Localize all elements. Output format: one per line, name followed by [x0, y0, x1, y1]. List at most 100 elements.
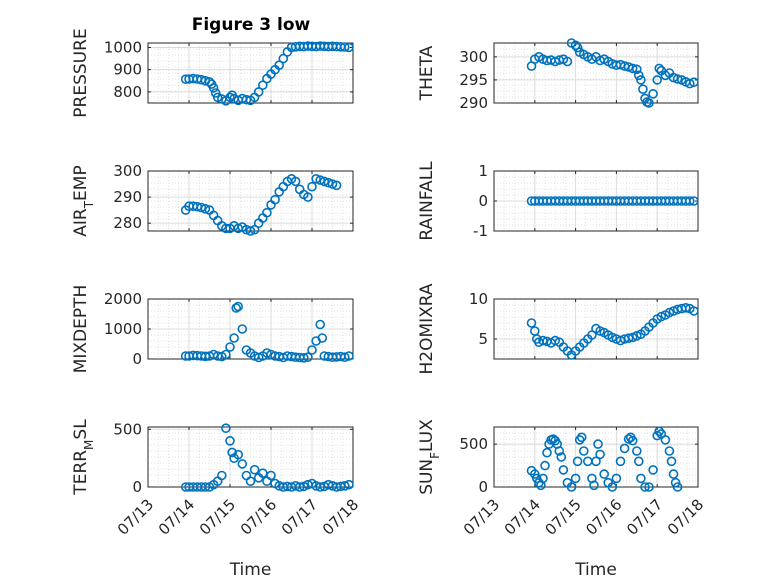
y-axis-label-main: PRESSURE — [71, 28, 91, 117]
y-tick-label: 1 — [478, 162, 488, 180]
data-point — [664, 446, 675, 456]
x-tick-label: 07/18 — [664, 495, 707, 538]
data-point — [684, 78, 695, 89]
y-tick-label: -1 — [473, 222, 488, 240]
data-point — [538, 473, 548, 484]
y-axis-label: PRESSURE — [71, 28, 91, 117]
data-point — [331, 180, 342, 191]
data-point — [578, 446, 589, 456]
y-tick-label: 290 — [459, 94, 488, 112]
y-tick-label: 295 — [459, 71, 488, 89]
y-tick-label: 0 — [478, 478, 488, 496]
data-point — [221, 423, 231, 434]
data-point — [221, 223, 231, 234]
y-tick-label: 290 — [113, 188, 142, 206]
y-axis-label: MIXDEPTH — [71, 285, 91, 374]
subplot-sunflux: 0 500 SUNFLUX 07/1307/1407/1507/1607/1707/1… — [417, 419, 707, 580]
y-axis-label-main: RAINFALL — [417, 161, 437, 241]
x-tick-label: 07/14 — [501, 495, 544, 538]
data-point — [229, 333, 239, 343]
axes-box — [493, 298, 699, 360]
data-point — [315, 319, 326, 330]
data-point — [253, 87, 264, 97]
subplot-h2omixra: 5 10 H2OMIXRA — [417, 283, 699, 375]
data-point — [344, 42, 354, 53]
x-tick-label: 07/13 — [460, 495, 503, 538]
data-series-pressure — [180, 41, 354, 106]
y-tick-label: 0 — [132, 478, 142, 496]
data-point — [636, 473, 646, 484]
axes-box — [147, 42, 354, 104]
data-point — [237, 459, 248, 469]
data-point — [576, 432, 587, 443]
data-point — [680, 302, 691, 313]
data-point — [654, 63, 665, 74]
data-series-terrmsl — [180, 423, 354, 492]
data-point — [200, 204, 211, 214]
data-point — [668, 469, 679, 479]
data-point — [611, 473, 622, 484]
data-series-sunflux — [526, 426, 683, 492]
data-point — [249, 224, 260, 235]
y-axis-label-main: MIXDEPTH — [71, 285, 91, 374]
data-point — [593, 439, 603, 449]
data-point — [689, 77, 699, 87]
data-point — [684, 196, 695, 206]
axes-box — [493, 42, 699, 104]
data-point — [317, 333, 328, 343]
data-point — [327, 179, 338, 189]
data-point — [570, 40, 581, 51]
data-point — [225, 342, 235, 352]
data-point — [298, 352, 309, 363]
y-tick-label: 5 — [478, 330, 488, 348]
data-point — [638, 84, 648, 94]
data-point — [591, 456, 601, 467]
data-point — [599, 469, 610, 479]
data-point — [262, 207, 272, 218]
y-tick-label: 0 — [478, 192, 488, 210]
data-point — [339, 42, 350, 52]
y-axis-label: TERRMSL — [71, 419, 96, 496]
data-point — [689, 196, 699, 206]
data-point — [319, 176, 330, 187]
x-tick-label: 07/17 — [623, 495, 666, 538]
subplot-terrmsl: 0 500 TERRMSL 07/1307/1407/1507/1607/1707/1… — [71, 419, 362, 580]
data-point — [225, 92, 235, 103]
data-point — [344, 351, 354, 361]
y-axis-label-rest: EMP — [71, 165, 91, 201]
data-point — [225, 435, 235, 446]
data-point — [266, 470, 276, 481]
data-point — [221, 349, 231, 360]
subplot-airtemp: 280 290 300 AIRTEMP — [71, 162, 354, 237]
data-point — [253, 352, 264, 363]
data-point — [231, 303, 241, 313]
data-point — [249, 464, 260, 475]
y-tick-label: 1000 — [104, 320, 142, 338]
data-point — [566, 482, 577, 492]
y-axis-label-rest: SL — [71, 419, 91, 440]
x-tick-label: 07/15 — [196, 495, 239, 538]
data-point — [227, 447, 237, 458]
subplot-rainfall: -1 0 1 RAINFALL — [417, 161, 699, 241]
data-point — [274, 60, 285, 70]
x-tick-label: 07/16 — [237, 495, 280, 538]
data-point — [654, 426, 665, 437]
data-point — [633, 456, 644, 467]
data-point — [615, 456, 626, 467]
data-point — [558, 465, 569, 475]
data-point — [237, 324, 248, 334]
data-point — [554, 446, 565, 456]
data-point — [648, 89, 658, 99]
subplot-mixdepth: 0 1000 2000 MIXDEPTH — [71, 285, 354, 374]
data-point — [631, 64, 642, 75]
data-point — [262, 348, 272, 358]
figure-title: Figure 3 low — [192, 15, 311, 35]
data-series-rainfall — [526, 196, 699, 206]
data-point — [270, 194, 280, 205]
data-point — [339, 352, 350, 363]
x-axis-label: Time — [574, 560, 617, 580]
data-point — [570, 473, 581, 484]
y-tick-label: 2000 — [104, 290, 142, 308]
data-point — [245, 476, 256, 487]
y-tick-label: 280 — [113, 214, 142, 232]
